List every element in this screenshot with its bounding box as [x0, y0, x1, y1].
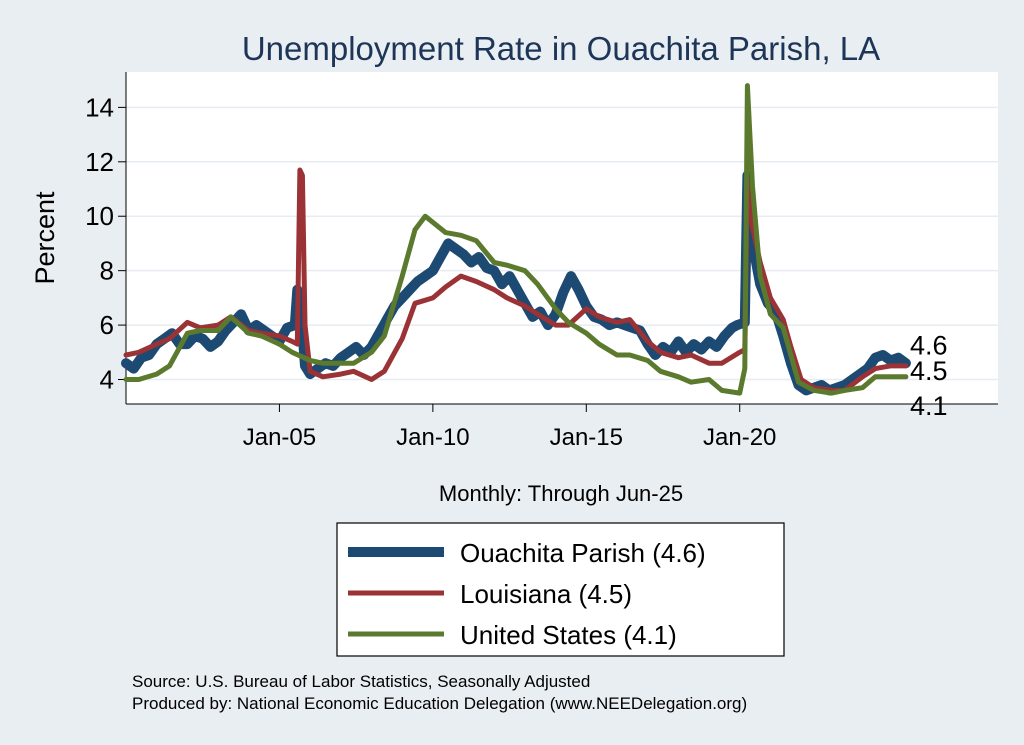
end-value-labels: 4.64.5 4.1	[910, 331, 948, 421]
y-tick-label: 10	[85, 201, 114, 231]
series-lines	[121, 83, 911, 396]
legend: Ouachita Parish (4.6) Louisiana (4.5) Unit…	[336, 522, 785, 657]
plot-area	[126, 72, 998, 404]
x-tick-label: Jan-10	[396, 424, 469, 451]
end-label-louisiana: 4.5	[910, 356, 948, 386]
legend-label-united_states: United States (4.1)	[460, 620, 677, 650]
chart-svg: Unemployment Rate in Ouachita Parish, LA…	[30, 30, 998, 657]
x-axis-label: Monthly: Through Jun-25	[439, 481, 683, 506]
y-tick-label: 6	[100, 310, 114, 340]
y-tick-label: 4	[100, 365, 114, 395]
source-note: Source: U.S. Bureau of Labor Statistics,…	[132, 672, 591, 691]
x-tick-label: Jan-20	[703, 424, 776, 451]
y-tick-label: 14	[85, 92, 114, 122]
series-line-ouachita	[121, 170, 911, 396]
chart-title: Unemployment Rate in Ouachita Parish, LA	[242, 30, 880, 67]
legend-label-ouachita: Ouachita Parish (4.6)	[460, 538, 706, 568]
y-tick-label: 12	[85, 147, 114, 177]
series-line-louisiana	[123, 167, 909, 393]
end-label-united_states: 4.1	[910, 391, 948, 421]
x-tick-label: Jan-15	[550, 424, 623, 451]
y-tick-label: 8	[100, 256, 114, 286]
series-line-united_states	[123, 83, 909, 396]
legend-label-louisiana: Louisiana (4.5)	[460, 579, 632, 609]
end-label-ouachita: 4.6	[910, 331, 948, 361]
producer-note: Produced by: National Economic Education…	[132, 694, 748, 713]
x-tick-label: Jan-05	[243, 424, 316, 451]
y-axis-label: Percent	[30, 191, 60, 285]
axes: 4 6 8 10 12 14 Jan-05 Jan-10 Jan-15 Jan-20	[85, 72, 998, 451]
